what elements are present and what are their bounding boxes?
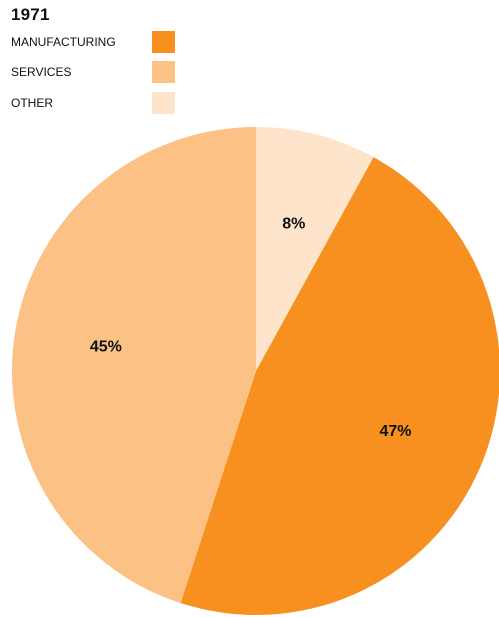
pie-slice-manufacturing [180,157,499,616]
pie-slice-other [256,127,374,371]
legend-swatch-manufacturing [152,31,175,53]
pie-slice-services [12,127,256,604]
legend-swatch-services [152,61,175,83]
legend-swatch-other [152,92,175,114]
pie-label-services: 45% [90,339,122,356]
legend-item-services: SERVICES [11,61,181,83]
pie-label-manufacturing: 47% [379,423,411,440]
legend-item-other: OTHER [11,92,181,114]
pie-label-other: 8% [282,215,305,232]
chart-title: 1971 [11,5,50,24]
legend-label-other: OTHER [11,96,53,110]
legend-item-manufacturing: MANUFACTURING [11,31,181,53]
legend-label-manufacturing: MANUFACTURING [11,35,116,49]
legend-label-services: SERVICES [11,65,72,79]
